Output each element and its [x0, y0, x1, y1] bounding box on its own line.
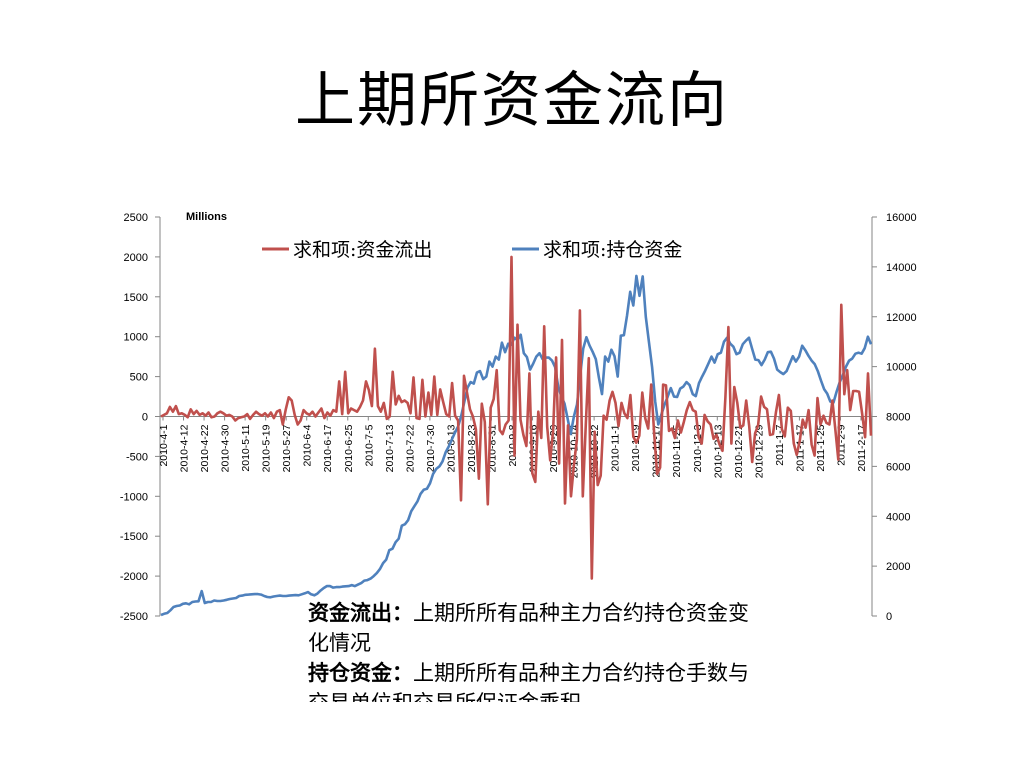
series-line-outflow	[160, 255, 873, 580]
x-tick-label: 2010-5-11	[240, 424, 252, 471]
y-left-tick-label: -2500	[120, 611, 148, 623]
x-tick-label: 2011-1-7	[774, 424, 786, 465]
y-left-tick-label: -500	[126, 451, 148, 463]
y-left-tick-label: 1500	[124, 292, 148, 304]
y-right-tick-label: 12000	[886, 312, 917, 324]
legend-item-outflow-label: 求和项:资金流出	[293, 239, 432, 261]
slide-title: 上期所资金流向	[295, 66, 729, 136]
units-label: Millions	[186, 211, 227, 223]
x-tick-label: 2011-1-25	[815, 424, 827, 471]
y-left-tick-label: -1000	[120, 491, 148, 503]
note-position-term: 持仓资金：	[308, 660, 413, 685]
y-right-tick-label: 4000	[886, 511, 910, 523]
legend-item-position-label: 求和项:持仓资金	[543, 239, 682, 261]
x-tick-label: 2010-12-3	[692, 424, 704, 472]
y-right-tick-label: 14000	[886, 262, 917, 274]
y-right-tick-label: 6000	[886, 461, 910, 473]
note-position-text: 上期所所有品种主力合约持仓手数与交易单位和交易所保证金乘积	[308, 661, 749, 702]
x-tick-label: 2010-5-27	[281, 424, 293, 472]
x-tick-label: 2010-6-4	[302, 424, 314, 466]
y-left-tick-label: 500	[130, 372, 148, 384]
y-left-tick-label: -1500	[120, 531, 148, 543]
y-left-tick-label: 1000	[124, 332, 148, 344]
y-right-tick-label: 0	[886, 611, 892, 623]
y-left-tick-label: 0	[142, 412, 148, 424]
x-tick-label: 2010-5-19	[261, 424, 273, 472]
x-tick-label: 2010-6-25	[343, 424, 355, 472]
note-outflow-term: 资金流出：	[308, 600, 413, 625]
x-tick-label: 2010-7-22	[404, 424, 416, 472]
x-tick-label: 2010-6-17	[322, 424, 334, 472]
x-tick-label: 2010-4-22	[199, 424, 211, 472]
y-right-tick-label: 10000	[886, 362, 917, 374]
x-tick-label: 2010-11-1	[610, 424, 622, 471]
chart-notes: 资金流出：上期所所有品种主力合约持仓资金变化情况 持仓资金：上期所所有品种主力合…	[308, 598, 758, 702]
note-position: 持仓资金：上期所所有品种主力合约持仓手数与交易单位和交易所保证金乘积	[308, 658, 758, 702]
x-tick-label: 2010-7-30	[425, 424, 437, 472]
x-tick-label: 2011-1-17	[794, 424, 806, 471]
y-left-tick-label: 2500	[124, 212, 148, 224]
x-tick-label: 2010-4-12	[179, 424, 191, 472]
series-layer	[160, 255, 873, 617]
legend: 求和项:资金流出 求和项:持仓资金	[262, 239, 682, 261]
x-tick-label: 2010-12-29	[753, 424, 765, 478]
y-right-tick-label: 2000	[886, 561, 910, 573]
x-tick-label: 2010-12-21	[733, 424, 745, 478]
y-left-tick-label: -2000	[120, 571, 148, 583]
x-tick-label: 2010-7-5	[363, 424, 375, 466]
y-right-tick-label: 8000	[886, 412, 910, 424]
x-tick-label: 2010-4-1	[158, 424, 170, 466]
x-tick-label: 2010-8-23	[466, 424, 478, 472]
x-tick-label: 2010-7-13	[384, 424, 396, 472]
x-tick-label: 2010-4-30	[220, 424, 232, 472]
note-outflow: 资金流出：上期所所有品种主力合约持仓资金变化情况	[308, 598, 758, 658]
note-outflow-text: 上期所所有品种主力合约持仓资金变化情况	[308, 601, 749, 655]
y-right-tick-label: 16000	[886, 212, 917, 224]
y-left-tick-label: 2000	[124, 252, 148, 264]
